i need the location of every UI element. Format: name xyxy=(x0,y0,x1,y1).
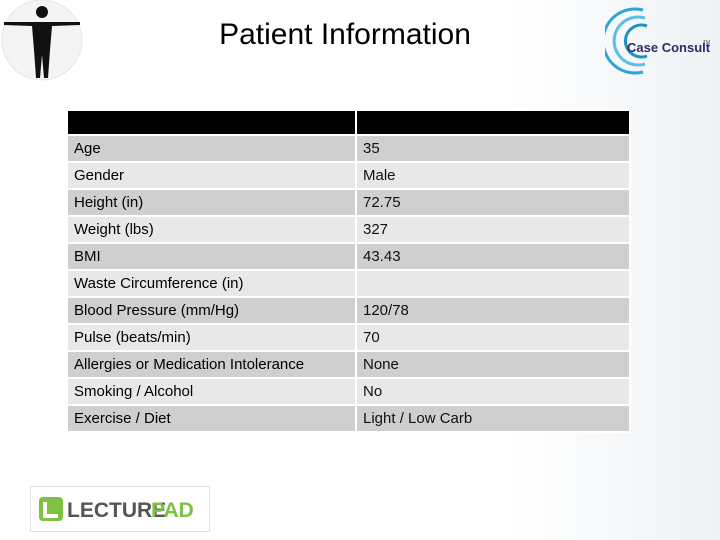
logo-text: LECTURE xyxy=(67,499,166,522)
field-label: Pulse (beats/min) xyxy=(66,323,357,352)
field-value: 43.43 xyxy=(355,242,631,271)
field-label: Weight (lbs) xyxy=(66,215,357,244)
logo-text: PAD xyxy=(151,499,194,522)
header-cell xyxy=(66,109,357,136)
field-label: Blood Pressure (mm/Hg) xyxy=(66,296,357,325)
field-label: BMI xyxy=(66,242,357,271)
lecturepad-logo: LECTURE PAD xyxy=(30,486,210,532)
field-value: None xyxy=(355,350,631,379)
table-row: Allergies or Medication Intolerance None xyxy=(66,350,631,379)
table-row: Blood Pressure (mm/Hg) 120/78 xyxy=(66,296,631,325)
field-label: Age xyxy=(66,134,357,163)
field-value: 72.75 xyxy=(355,188,631,217)
field-value: Light / Low Carb xyxy=(355,404,631,433)
trademark: TM xyxy=(703,40,710,46)
human-figure-icon xyxy=(1,0,83,81)
field-value: Male xyxy=(355,161,631,190)
field-label: Exercise / Diet xyxy=(66,404,357,433)
case-consult-logo: Case Consult TM xyxy=(605,7,711,75)
logo-text: Case Consult xyxy=(627,40,711,55)
table-row: Height (in) 72.75 xyxy=(66,188,631,217)
field-value: 35 xyxy=(355,134,631,163)
table-row: Waste Circumference (in) xyxy=(66,269,631,298)
table-row: Pulse (beats/min) 70 xyxy=(66,323,631,352)
field-label: Gender xyxy=(66,161,357,190)
table-row: Age 35 xyxy=(66,134,631,163)
field-label: Allergies or Medication Intolerance xyxy=(66,350,357,379)
field-value: 327 xyxy=(355,215,631,244)
header-cell xyxy=(355,109,631,136)
header-row xyxy=(66,109,631,136)
field-value xyxy=(355,269,631,298)
title: Patient Information xyxy=(219,18,471,51)
table-row: Smoking / Alcohol No xyxy=(66,377,631,406)
field-label: Waste Circumference (in) xyxy=(66,269,357,298)
field-value: No xyxy=(355,377,631,406)
table-row: BMI 43.43 xyxy=(66,242,631,271)
field-label: Height (in) xyxy=(66,188,357,217)
field-value: 120/78 xyxy=(355,296,631,325)
lecturepad-mark: LECTURE PAD xyxy=(39,497,194,522)
patient-table: Age 35 Gender Male Height (in) 72.75 Weight (l… xyxy=(66,109,631,433)
table-row: Gender Male xyxy=(66,161,631,190)
table-row: Exercise / Diet Light / Low Carb xyxy=(66,404,631,433)
table-row: Weight (lbs) 327 xyxy=(66,215,631,244)
field-label: Smoking / Alcohol xyxy=(66,377,357,406)
field-value: 70 xyxy=(355,323,631,352)
